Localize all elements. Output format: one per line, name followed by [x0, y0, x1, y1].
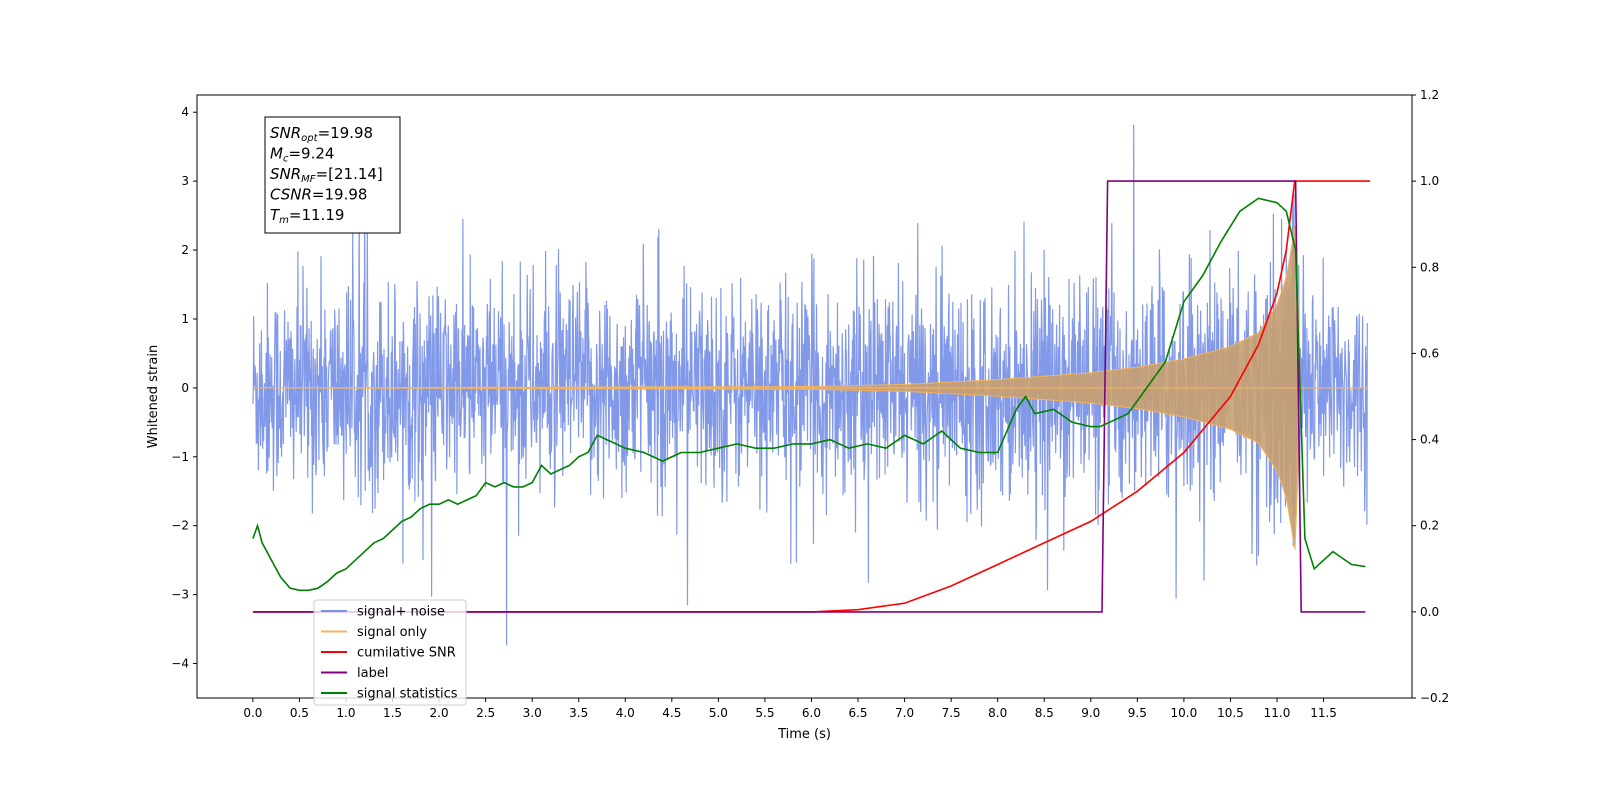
y-tick-label: 1 — [181, 312, 189, 326]
x-tick-label: 6.5 — [848, 706, 867, 720]
x-tick-label: 5.0 — [709, 706, 728, 720]
y-tick-label: 3 — [181, 174, 189, 188]
x-tick-label: 3.5 — [569, 706, 588, 720]
axes: 0.0 0.5 1.0 1.5 2.0 2.5 3.0 3.5 4.0 4.5 5.0 5.5 6.0 6… — [171, 88, 1449, 720]
x-tick-label: 6.0 — [802, 706, 821, 720]
x-tick-label: 11.5 — [1310, 706, 1337, 720]
y-tick-label: 4 — [181, 105, 189, 119]
series-cumulative-snr — [252, 180, 1371, 613]
x-tick-label: 7.5 — [942, 706, 961, 720]
x-tick-label: 9.5 — [1128, 706, 1147, 720]
y-tick-label: 2 — [181, 243, 189, 257]
x-tick-label: 1.0 — [336, 706, 355, 720]
annotation-tm: Tm=11.19 — [270, 206, 344, 226]
annotation-csnr: CSNR=19.98 — [270, 186, 367, 204]
x-tick-label: 3.0 — [523, 706, 542, 720]
annotation-box: SNRopt=19.98Mc=9.24SNRMF=[21.14]CSNR=19.… — [264, 116, 401, 234]
annotation-frame — [264, 116, 401, 234]
legend-label: cumilative SNR — [357, 646, 456, 661]
y-right-tick-label: 0.8 — [1420, 260, 1439, 274]
x-tick-label: 0.5 — [290, 706, 309, 720]
y-right-tick-label: −0.2 — [1420, 691, 1449, 705]
x-tick-label: 5.5 — [755, 706, 774, 720]
legend-label: label — [357, 666, 388, 681]
annotation-snr-mf: SNRMF=[21.14] — [270, 165, 383, 185]
y-right-tick-label: 1.0 — [1420, 174, 1439, 188]
legend-label: signal statistics — [357, 687, 458, 702]
y-tick-label: −2 — [171, 519, 189, 533]
legend-label: signal+ noise — [357, 605, 445, 620]
x-tick-label: 2.5 — [476, 706, 495, 720]
x-tick-label: 1.5 — [383, 706, 402, 720]
y-right-tick-label: 1.2 — [1420, 88, 1439, 102]
y-tick-label: −3 — [171, 588, 189, 602]
y-right-tick-label: 0.4 — [1420, 433, 1439, 447]
x-tick-label: 10.5 — [1217, 706, 1244, 720]
annotation-mc: Mc=9.24 — [270, 145, 334, 165]
x-tick-label: 8.5 — [1035, 706, 1054, 720]
y-right-tick-label: 0.0 — [1420, 605, 1439, 619]
x-tick-label: 11.0 — [1264, 706, 1291, 720]
y-axis-label: Whitened strain — [146, 345, 161, 448]
x-axis-label: Time (s) — [777, 727, 831, 742]
x-tick-label: 9.0 — [1081, 706, 1100, 720]
x-tick-label: 0.0 — [243, 706, 262, 720]
legend-frame — [313, 599, 467, 706]
legend-label: signal only — [357, 625, 427, 640]
y-tick-label: −4 — [171, 657, 189, 671]
x-tick-label: 2.0 — [430, 706, 449, 720]
annotation-snr-opt: SNRopt=19.98 — [270, 124, 373, 144]
y-tick-label: −1 — [171, 450, 189, 464]
x-tick-label: 4.0 — [616, 706, 635, 720]
plot-area — [252, 124, 1371, 646]
x-tick-label: 4.5 — [662, 706, 681, 720]
series-signal-statistics — [252, 197, 1366, 592]
y-tick-label: 0 — [181, 381, 189, 395]
plot-frame — [196, 94, 1413, 699]
x-tick-label: 7.0 — [895, 706, 914, 720]
x-tick-label: 10.0 — [1171, 706, 1198, 720]
legend: signal+ noise signal only cumilative SNR la… — [313, 599, 467, 706]
y-right-tick-label: 0.6 — [1420, 346, 1439, 360]
series-label — [252, 180, 1366, 613]
x-tick-label: 8.0 — [988, 706, 1007, 720]
y-right-tick-label: 0.2 — [1420, 519, 1439, 533]
